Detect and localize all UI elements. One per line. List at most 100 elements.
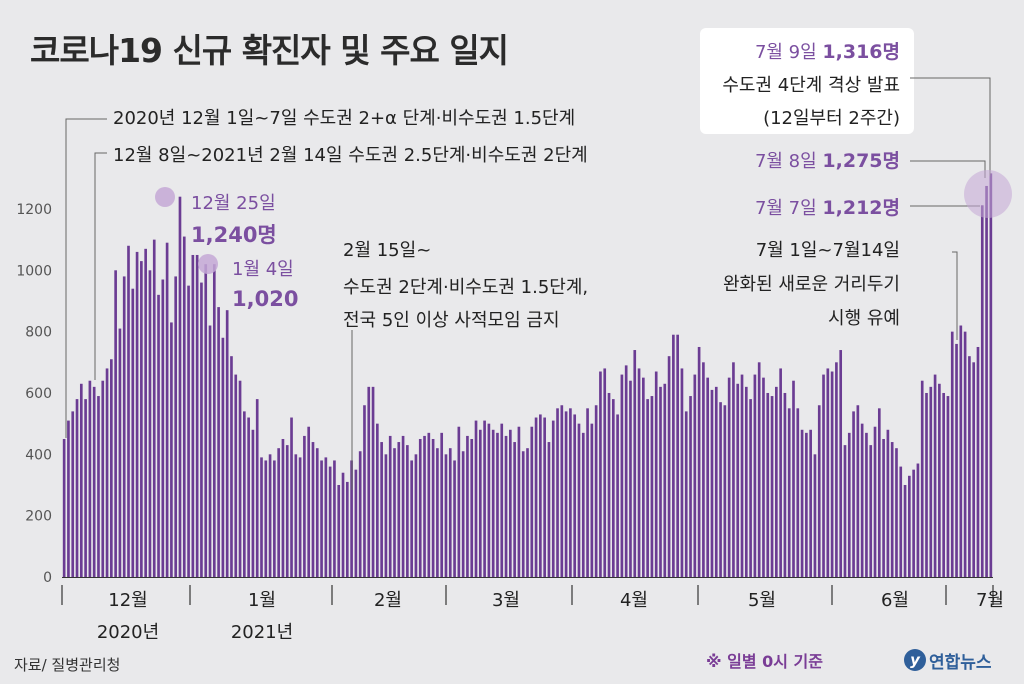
bar xyxy=(955,343,958,577)
leader-line xyxy=(94,152,107,380)
bar xyxy=(976,346,980,577)
bar xyxy=(710,389,714,577)
month-label: 6월 xyxy=(881,590,909,611)
bar xyxy=(457,426,461,577)
y-tick-label: 200 xyxy=(25,509,52,525)
bar xyxy=(822,374,825,577)
bar xyxy=(517,426,521,577)
bar xyxy=(200,282,203,577)
bar xyxy=(886,429,890,577)
bar xyxy=(736,383,740,577)
bar xyxy=(311,442,315,577)
bar xyxy=(320,460,323,577)
bar xyxy=(933,374,937,577)
dec25-date-label: 12월 25일 xyxy=(191,193,276,214)
bar xyxy=(204,264,208,577)
feb15-annotation-2: 수도권 2단계·비수도권 1.5단계, xyxy=(343,277,588,298)
bar xyxy=(968,356,971,577)
bar xyxy=(221,337,225,577)
bar xyxy=(268,454,272,577)
bar xyxy=(594,405,598,577)
bar xyxy=(427,432,431,577)
jul7-annotation: 7월 7일 1,212명 xyxy=(755,197,900,219)
bar xyxy=(170,322,173,577)
bar xyxy=(92,386,96,577)
bar xyxy=(504,435,508,577)
jul7-value-label: 1,212명 xyxy=(822,197,900,219)
bar xyxy=(71,411,75,577)
highlight-circle xyxy=(155,187,175,207)
bar xyxy=(255,399,259,577)
logo-mark-icon: y xyxy=(904,649,926,671)
bar xyxy=(796,408,800,577)
bar xyxy=(62,438,66,577)
bar xyxy=(611,399,615,577)
bar xyxy=(543,417,546,577)
bar xyxy=(539,414,542,577)
jul1-annotation-1: 7월 1일~7월14일 xyxy=(756,240,900,261)
bar xyxy=(659,386,662,577)
jul9-date-label: 7월 9일 xyxy=(755,42,822,63)
bar xyxy=(380,442,383,577)
bars xyxy=(62,173,993,577)
bar xyxy=(363,405,366,577)
bar xyxy=(414,454,418,577)
bar xyxy=(75,399,79,577)
bar xyxy=(624,365,628,577)
month-label: 2월 xyxy=(374,590,402,611)
bar xyxy=(144,248,147,577)
bar xyxy=(97,396,100,577)
bar xyxy=(869,445,873,577)
bar xyxy=(337,484,341,577)
y-tick-label: 1200 xyxy=(16,202,52,218)
bar xyxy=(654,371,658,577)
bar xyxy=(586,408,589,577)
bar xyxy=(938,383,941,577)
bar xyxy=(865,432,868,577)
leader-line xyxy=(910,77,991,176)
axes: 0 200 400 600 800 1000 1200 12월 1월 2월 3월 4월 5월 6월 7월 20… xyxy=(16,202,1004,643)
feb15-annotation-1: 2월 15일~ xyxy=(343,240,431,261)
y-tick-label: 0 xyxy=(43,570,52,586)
bar xyxy=(783,392,787,577)
bar xyxy=(273,460,276,577)
month-label: 3월 xyxy=(492,590,520,611)
bar xyxy=(122,276,126,577)
bar xyxy=(418,438,422,577)
bar xyxy=(161,279,165,577)
bar xyxy=(135,251,139,577)
bar xyxy=(423,435,426,577)
bar xyxy=(693,374,697,577)
bar xyxy=(744,386,748,577)
bar xyxy=(809,429,812,577)
bar xyxy=(925,392,928,577)
jul1-annotation-2: 완화된 새로운 거리두기 xyxy=(723,274,900,295)
bar xyxy=(393,448,396,577)
bar xyxy=(401,435,405,577)
bar xyxy=(980,205,984,577)
bar xyxy=(779,368,782,577)
highlight-circle xyxy=(964,170,1012,218)
bar xyxy=(307,426,311,577)
bar xyxy=(478,429,482,577)
bar xyxy=(397,442,401,577)
bar xyxy=(676,334,679,577)
bar xyxy=(436,448,439,577)
bar xyxy=(367,386,371,577)
bar xyxy=(616,414,619,577)
bar xyxy=(101,380,105,577)
bar xyxy=(238,380,242,577)
bar xyxy=(839,350,843,577)
bar xyxy=(461,451,465,577)
bar xyxy=(303,435,306,577)
policy-annotation-2: 12월 8일~2021년 2월 14일 수도권 2.5단계·비수도권 2단계 xyxy=(113,145,588,166)
logo-name: 연합뉴스 xyxy=(929,652,992,673)
bar xyxy=(732,362,735,577)
bar xyxy=(521,451,525,577)
bar xyxy=(775,386,778,577)
bar xyxy=(607,392,611,577)
bar xyxy=(723,405,727,577)
bar xyxy=(79,383,83,577)
bar xyxy=(792,380,795,577)
